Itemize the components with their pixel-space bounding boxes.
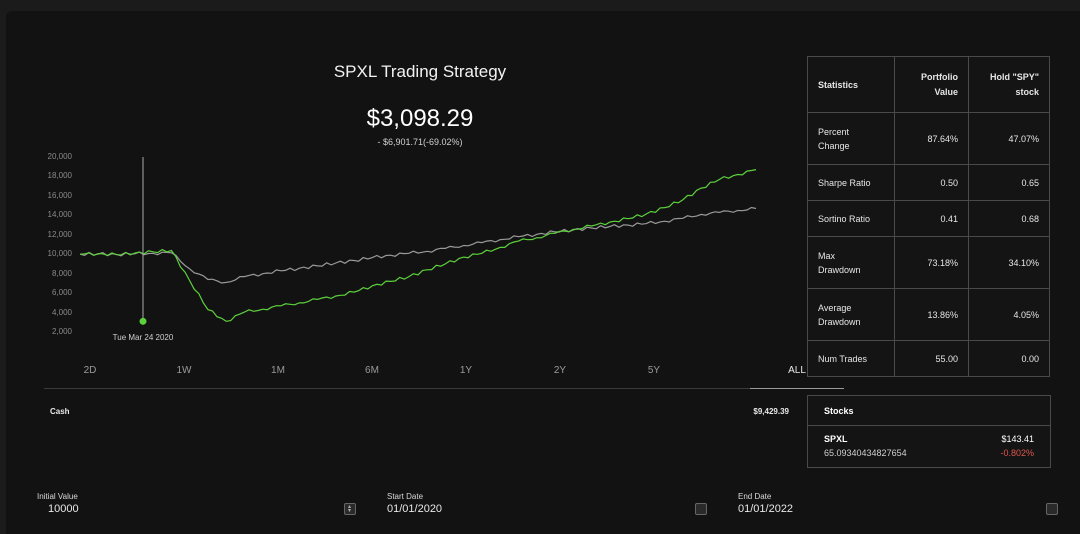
stats-row-portfolio: 73.18%	[893, 236, 970, 289]
stats-row-hold: 34.10%	[968, 236, 1050, 289]
stocks-header: Stocks	[808, 396, 1050, 426]
stocks-title: Stocks	[824, 406, 854, 416]
initial-value-input[interactable]: 10000	[48, 503, 79, 515]
stats-row-hold: 47.07%	[968, 112, 1050, 165]
stats-row-label: Sortino Ratio	[807, 200, 895, 237]
y-tick-label: 8,000	[51, 268, 72, 278]
end-date-label: End Date	[738, 492, 772, 501]
stats-row-portfolio: 55.00	[893, 340, 970, 377]
range-tab-1w[interactable]: 1W	[176, 365, 192, 376]
crosshair-date-label: Tue Mar 24 2020	[113, 333, 174, 342]
stats-header-row: Statistics Portfolio Value Hold "SPY" st…	[807, 56, 1050, 113]
y-tick-label: 14,000	[47, 210, 72, 220]
stats-row: Num Trades 55.00 0.00	[807, 340, 1050, 377]
cash-label: Cash	[50, 407, 70, 416]
statistics-table: Statistics Portfolio Value Hold "SPY" st…	[807, 56, 1050, 377]
range-tab-2d[interactable]: 2D	[83, 365, 97, 376]
stats-row: Sharpe Ratio 0.50 0.65	[807, 164, 1050, 201]
stats-row-portfolio: 0.50	[893, 164, 970, 201]
time-range-tabs: 2D 1W 1M 6M 1Y 2Y 5Y ALL	[44, 362, 844, 389]
y-tick-label: 16,000	[47, 190, 72, 200]
stats-row-hold: 0.68	[968, 200, 1050, 237]
stats-row-label: Max Drawdown	[807, 236, 895, 289]
stats-header-portfolio: Portfolio Value	[893, 56, 970, 113]
y-tick-label: 10,000	[47, 249, 72, 259]
initial-value-label: Initial Value	[37, 492, 78, 501]
start-date-input[interactable]: 01/01/2020	[387, 503, 443, 515]
stats-row-label: Average Drawdown	[807, 288, 895, 341]
end-date-input[interactable]: 01/01/2022	[738, 503, 794, 515]
calendar-icon[interactable]	[1046, 503, 1058, 515]
calendar-icon[interactable]	[695, 503, 707, 515]
cash-value: $9,429.39	[753, 407, 789, 416]
stats-header-hold: Hold "SPY" stock	[968, 56, 1050, 113]
stats-row: Percent Change 87.64% 47.07%	[807, 112, 1050, 165]
portfolio-value: $3,098.29	[366, 105, 474, 132]
stats-row-portfolio: 0.41	[893, 200, 970, 237]
stats-row-portfolio: 87.64%	[893, 112, 970, 165]
range-tab-2y[interactable]: 2Y	[553, 365, 567, 376]
range-tab-1y[interactable]: 1Y	[459, 365, 473, 376]
y-tick-label: 4,000	[51, 307, 72, 317]
y-tick-label: 6,000	[51, 288, 72, 298]
stock-shares: 65.09340434827654	[824, 448, 907, 458]
stock-ticker[interactable]: SPXL	[824, 434, 848, 444]
stats-row: Average Drawdown 13.86% 4.05%	[807, 288, 1050, 341]
y-tick-label: 2,000	[51, 327, 72, 336]
series-line	[79, 169, 757, 322]
crosshair-point	[139, 317, 147, 325]
stock-change: -0.802%	[1000, 448, 1034, 458]
stats-row-hold: 0.00	[968, 340, 1050, 377]
range-tab-6m[interactable]: 6M	[365, 365, 379, 376]
y-tick-label: 12,000	[47, 229, 72, 239]
stepper-icon[interactable]: ▴ ▾	[344, 503, 356, 515]
stats-row: Max Drawdown 73.18% 34.10%	[807, 236, 1050, 289]
y-tick-label: 18,000	[47, 171, 72, 181]
stats-row-portfolio: 13.86%	[893, 288, 970, 341]
stats-row-label: Percent Change	[807, 112, 895, 165]
series-line	[79, 206, 757, 284]
range-tab-all[interactable]: ALL	[750, 365, 844, 389]
stats-row-label: Sharpe Ratio	[807, 164, 895, 201]
range-tab-5y[interactable]: 5Y	[647, 365, 661, 376]
stats-header-label: Statistics	[807, 56, 895, 113]
line-chart[interactable]: Tue Mar 24 2020	[0, 0, 800, 350]
stats-row-hold: 4.05%	[968, 288, 1050, 341]
portfolio-change: - $6,901.71(-69.02%)	[377, 137, 463, 147]
strategy-title: SPXL Trading Strategy	[333, 62, 507, 81]
start-date-label: Start Date	[387, 492, 424, 501]
y-tick-label: 20,000	[47, 152, 72, 161]
range-tab-1m[interactable]: 1M	[271, 365, 285, 376]
stock-price: $143.41	[1001, 434, 1034, 444]
stats-row-hold: 0.65	[968, 164, 1050, 201]
stats-row: Sortino Ratio 0.41 0.68	[807, 200, 1050, 237]
stats-row-label: Num Trades	[807, 340, 895, 377]
stocks-panel: Stocks SPXL 65.09340434827654 $143.41 -0…	[807, 395, 1051, 468]
